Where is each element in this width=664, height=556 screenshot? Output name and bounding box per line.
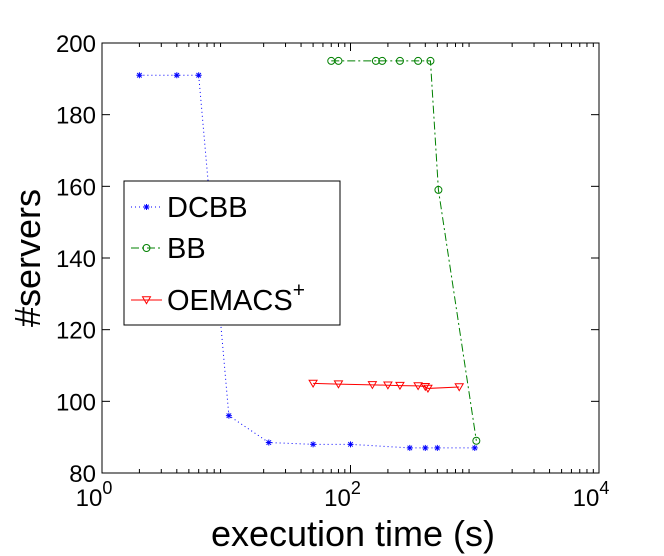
data-point-dcbb xyxy=(225,412,232,419)
y-tick-label: 120 xyxy=(56,318,96,345)
series-line-bb xyxy=(331,60,477,441)
data-point-bb xyxy=(472,436,481,445)
data-point-bb xyxy=(414,56,423,65)
data-point-dcbb xyxy=(406,444,413,451)
data-point-oemacs xyxy=(423,384,433,394)
data-point-dcbb xyxy=(422,444,429,451)
y-axis-title: #servers xyxy=(7,189,48,327)
data-point-dcbb xyxy=(265,439,272,446)
data-point-dcbb xyxy=(310,441,317,448)
data-point-oemacs xyxy=(395,381,405,391)
x-tick-label: 102 xyxy=(324,478,361,512)
legend-label-dcbb: DCBB xyxy=(167,192,248,224)
data-point-oemacs xyxy=(383,381,393,390)
legend-marker-oemacs xyxy=(141,296,152,305)
y-tick-label: 140 xyxy=(56,246,96,273)
data-point-dcbb xyxy=(471,444,478,451)
x-tick-label: 104 xyxy=(573,478,610,512)
data-point-oemacs xyxy=(454,383,465,392)
data-point-bb xyxy=(378,56,387,65)
legend-label-bb: BB xyxy=(167,233,206,265)
data-point-oemacs xyxy=(333,380,344,389)
x-axis-title: execution time (s) xyxy=(211,513,495,554)
data-point-oemacs xyxy=(367,381,378,390)
data-point-bb xyxy=(395,56,404,65)
legend: DCBB BB OEMACS+ xyxy=(123,180,341,326)
y-tick-label: 80 xyxy=(69,461,96,488)
data-point-bb xyxy=(434,185,443,194)
y-tick-label: 160 xyxy=(56,174,96,201)
data-point-bb xyxy=(334,56,343,65)
y-tick-label: 200 xyxy=(56,31,96,58)
y-tick-label: 180 xyxy=(56,103,96,130)
legend-box xyxy=(123,180,341,326)
data-point-dcbb xyxy=(136,72,143,79)
legend-marker-bb xyxy=(142,244,151,252)
data-point-dcbb xyxy=(173,72,180,79)
x-tick-label: 100 xyxy=(76,478,113,512)
data-point-dcbb xyxy=(195,72,202,79)
legend-label-oemacs: OEMACS+ xyxy=(167,279,305,317)
data-point-oemacs xyxy=(308,379,318,389)
data-point-oemacs xyxy=(413,382,423,391)
data-point-bb xyxy=(426,56,435,65)
data-point-dcbb xyxy=(347,441,354,448)
y-tick-label: 100 xyxy=(56,389,96,416)
legend-marker-dcbb xyxy=(143,204,150,210)
data-point-bb xyxy=(371,56,380,65)
data-point-oemacs xyxy=(420,382,431,392)
data-point-dcbb xyxy=(434,444,441,451)
